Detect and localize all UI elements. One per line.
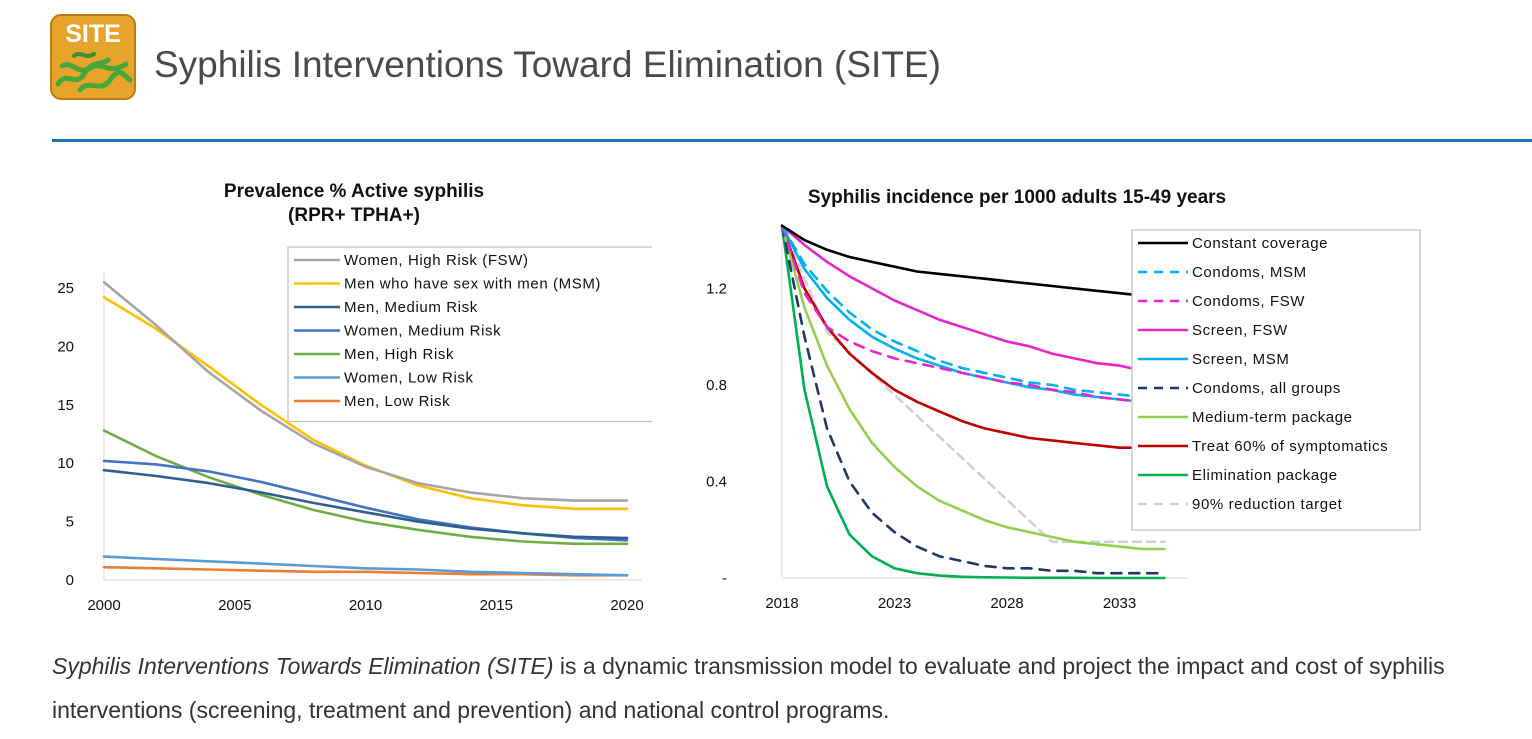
legend-label: Women, Low Risk (344, 370, 474, 387)
legend: Constant coverage Condoms, MSM Condoms, FS… (1131, 229, 1421, 531)
series-line-condoms-all-groups (780, 224, 1166, 575)
y-tick-label: 10 (57, 455, 74, 472)
x-tick-label: 2033 (1103, 595, 1136, 612)
legend-label: Women, High Risk (FSW) (344, 252, 529, 269)
legend-label: Men who have sex with men (MSM) (344, 276, 601, 293)
series-line-condoms-msm (780, 224, 1166, 401)
series-line-women-high-risk-fsw (102, 280, 629, 502)
legend-label: Men, Medium Risk (344, 299, 478, 316)
legend-label: Condoms, FSW (1192, 293, 1305, 310)
series-line-constant-coverage (780, 224, 1166, 300)
y-tick-label: 25 (57, 280, 74, 297)
y-tick-label: 15 (57, 397, 74, 414)
legend: Women, High Risk (FSW) Men who have sex w… (287, 246, 652, 423)
plot-area: 2000 2005 2010 2015 2020 0 5 10 15 20 25 (57, 273, 644, 614)
prevalence-chart: Prevalence % Active syphilis (RPR+ TPHA+… (57, 181, 652, 614)
x-tick-label: 2000 (87, 597, 120, 614)
series-line-90-reduction-target (780, 224, 1166, 544)
legend-label: Women, Medium Risk (344, 323, 501, 340)
legend-box (1131, 229, 1421, 531)
legend-label: 90% reduction target (1192, 496, 1343, 513)
x-tick-label: 2028 (990, 595, 1023, 612)
x-tick-label: 2023 (878, 595, 911, 612)
legend-label: Condoms, all groups (1192, 380, 1341, 397)
site-logo[interactable]: SITE (50, 14, 136, 100)
y-tick-label: 0 (66, 572, 74, 589)
chart-title: Syphilis incidence per 1000 adults 15-49… (808, 187, 1226, 208)
y-tick-label: - (722, 570, 727, 587)
description-model-name: Syphilis Interventions Towards Eliminati… (52, 653, 554, 679)
x-tick-label: 2020 (610, 597, 643, 614)
header-divider (52, 139, 1532, 142)
header: SITE Syphilis Interventions Toward Elimi… (50, 14, 1510, 100)
legend-label: Men, Low Risk (344, 393, 450, 410)
logo-text: SITE (65, 20, 121, 48)
description-paragraph: Syphilis Interventions Towards Eliminati… (52, 644, 1502, 732)
series-line-men-high-risk (102, 429, 629, 546)
y-tick-label: 0.4 (706, 473, 727, 490)
description-text: is a dynamic transmission model to evalu… (52, 653, 1445, 723)
legend-label: Constant coverage (1192, 235, 1328, 252)
figure: Prevalence % Active syphilis (RPR+ TPHA+… (52, 158, 1532, 628)
chart-subtitle: (RPR+ TPHA+) (288, 205, 420, 226)
legend-label: Screen, FSW (1192, 322, 1288, 339)
legend-label: Screen, MSM (1192, 351, 1289, 368)
x-tick-label: 2010 (349, 597, 382, 614)
legend-box (287, 246, 652, 423)
plot-area: 2018 2023 2028 2033 - 0.4 0.8 1.2 (706, 224, 1187, 612)
series-line-treat-60-of-symptomatics (780, 224, 1166, 452)
legend-label: Men, High Risk (344, 346, 454, 363)
series-line-screen-fsw (780, 224, 1166, 375)
incidence-chart: Syphilis incidence per 1000 adults 15-49… (706, 187, 1421, 612)
series-line-men-medium-risk (102, 468, 629, 540)
legend-label: Condoms, MSM (1192, 264, 1307, 281)
series-line-elimination-package (780, 224, 1166, 580)
series-line-medium-term-package (780, 224, 1166, 551)
site-logo-graphic: SITE (50, 14, 136, 100)
series-line-women-low-risk (102, 555, 629, 577)
y-tick-label: 5 (66, 514, 74, 531)
y-tick-label: 1.2 (706, 280, 727, 297)
legend-label: Medium-term package (1192, 409, 1353, 426)
page-title: Syphilis Interventions Toward Eliminatio… (154, 44, 941, 85)
y-tick-label: 0.8 (706, 377, 727, 394)
y-tick-label: 20 (57, 338, 74, 355)
x-tick-label: 2005 (218, 597, 251, 614)
chart-title: Prevalence % Active syphilis (224, 181, 484, 202)
x-tick-label: 2018 (765, 595, 798, 612)
legend-label: Elimination package (1192, 467, 1338, 484)
legend-label: Treat 60% of symptomatics (1192, 438, 1388, 455)
series-line-condoms-fsw (780, 224, 1166, 406)
x-tick-label: 2015 (480, 597, 513, 614)
